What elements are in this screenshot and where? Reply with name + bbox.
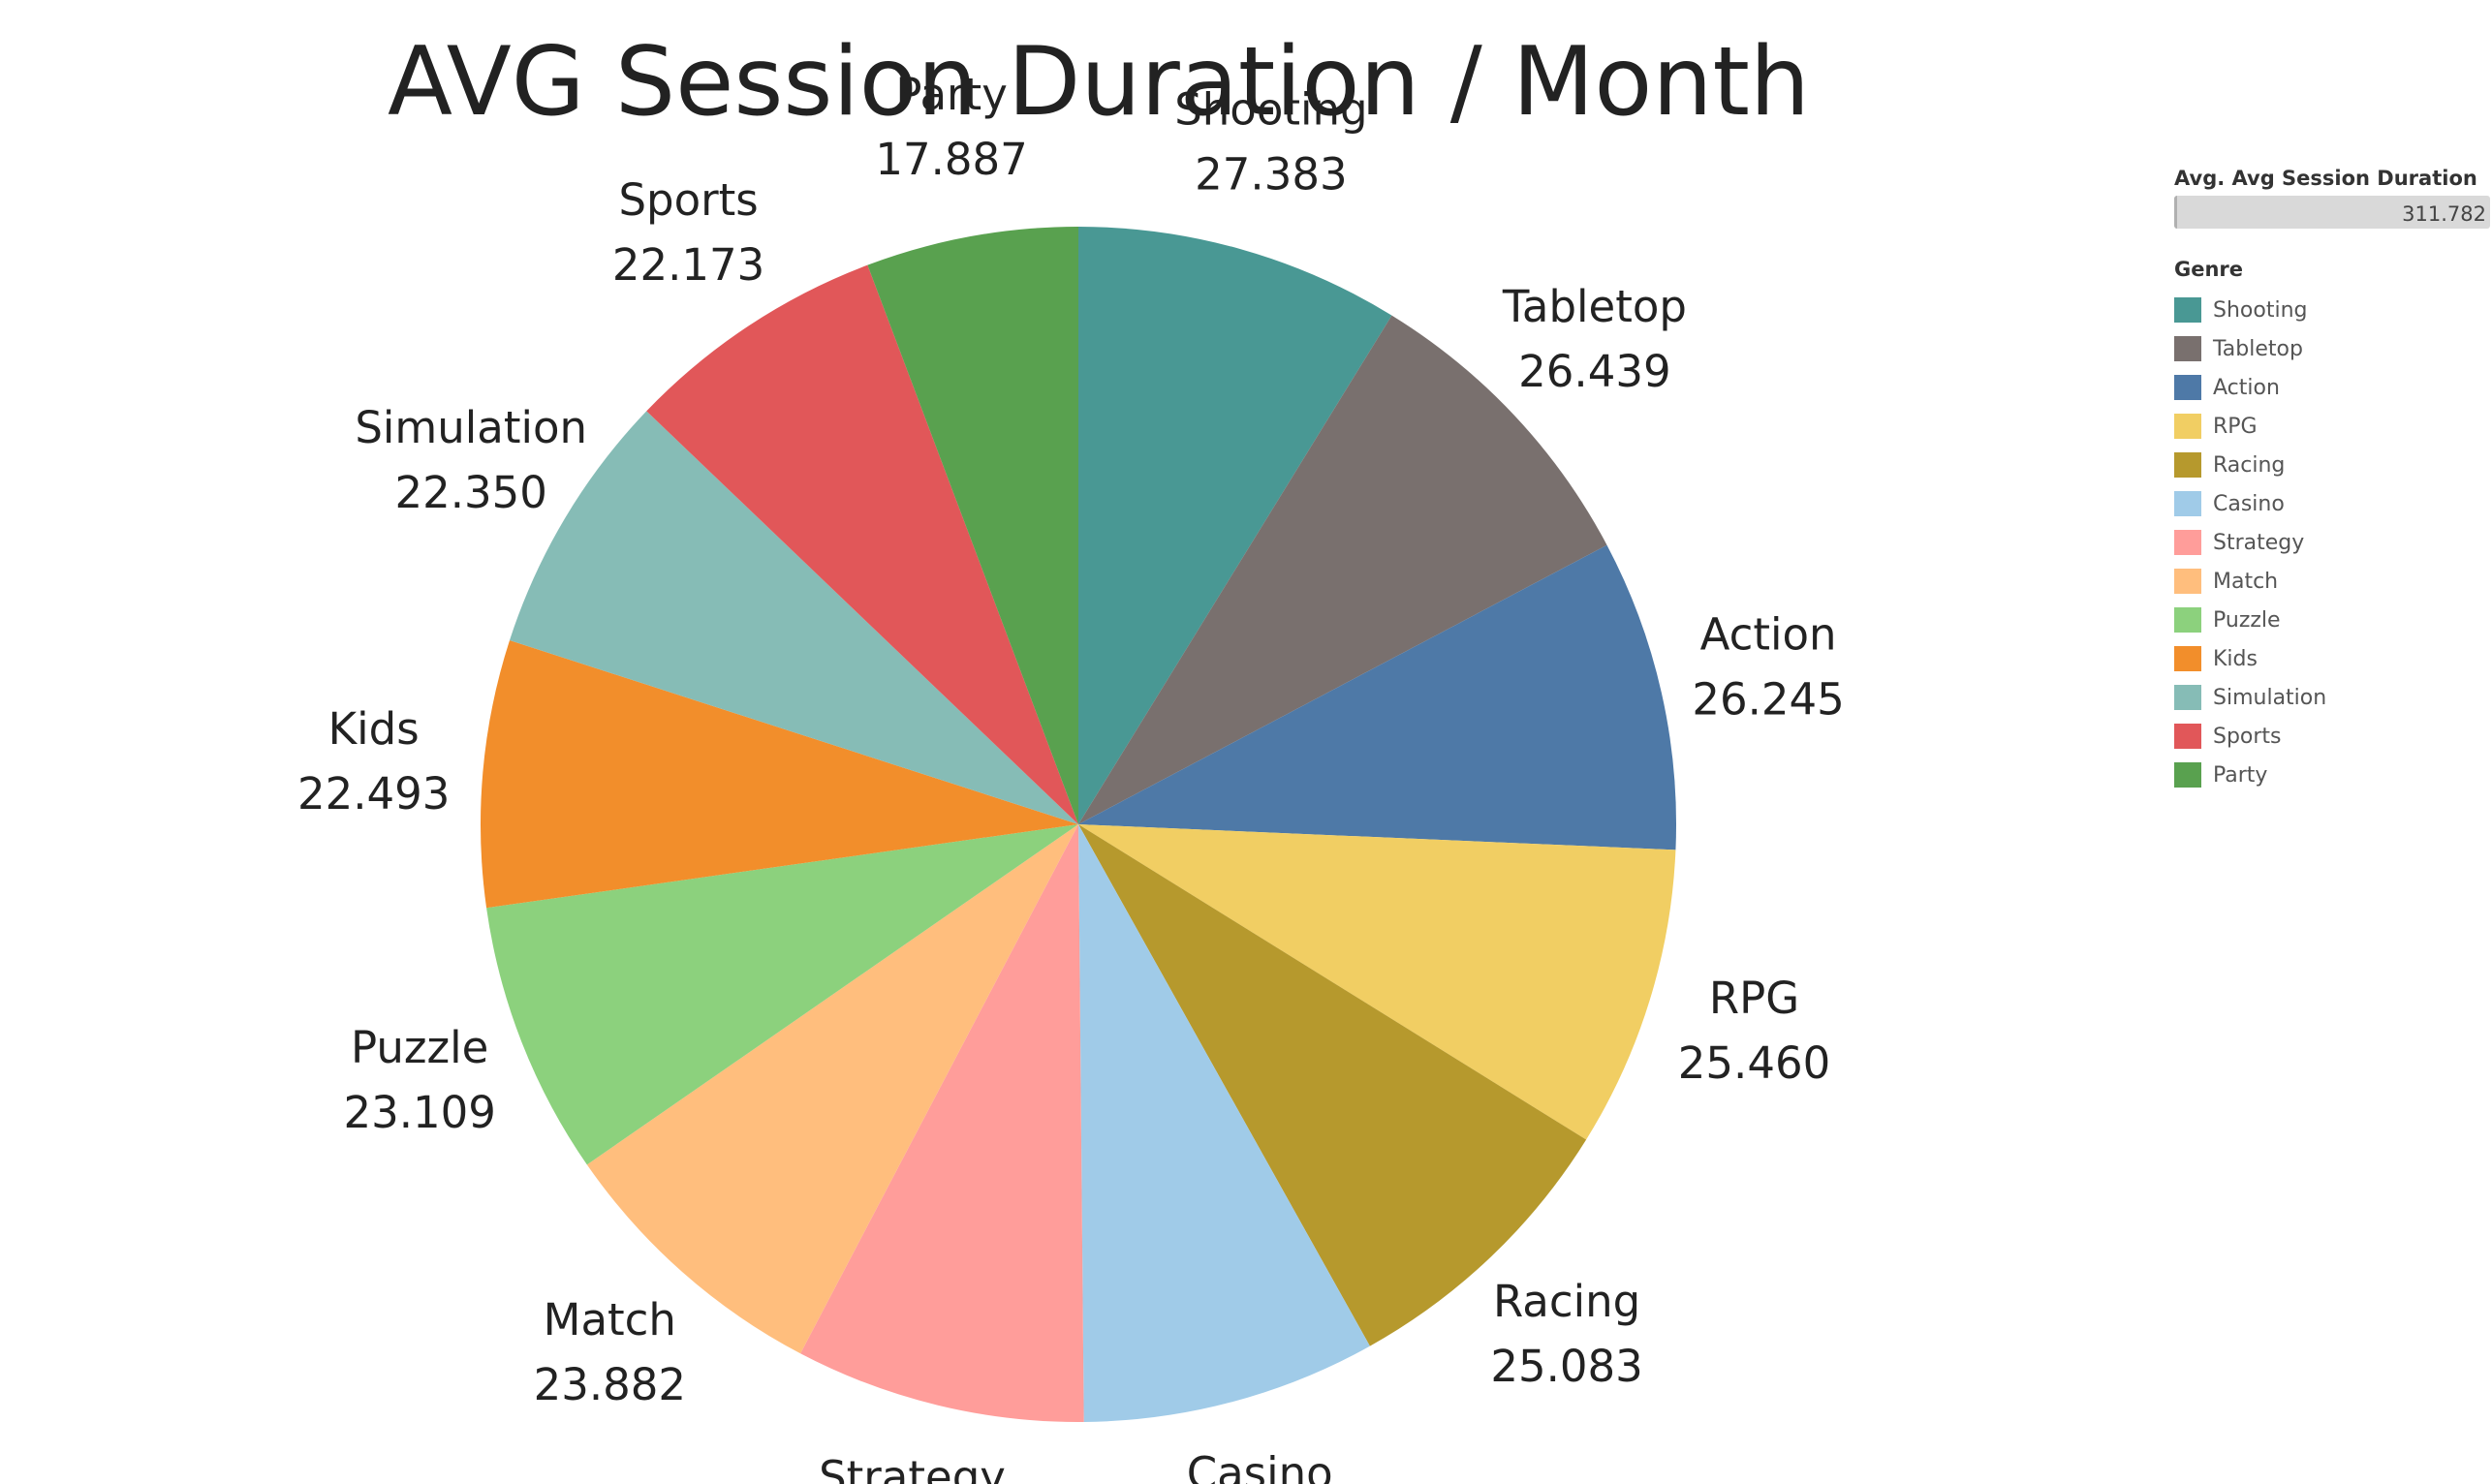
legend-item-strategy[interactable]: Strategy [2174, 523, 2492, 562]
slice-category-label: Kids [328, 703, 420, 755]
slice-category-label: Match [544, 1294, 676, 1345]
pie-slices [480, 227, 1677, 1422]
legend-label: Action [2213, 375, 2280, 400]
legend-size-bar: 311.782 [2174, 196, 2490, 229]
legend-item-simulation[interactable]: Simulation [2174, 678, 2492, 717]
legend-label: Party [2213, 762, 2268, 788]
legend-label: Simulation [2213, 685, 2327, 710]
legend-label: Shooting [2213, 297, 2308, 323]
legend-item-party[interactable]: Party [2174, 756, 2492, 794]
slice-category-label: Party [895, 69, 1007, 120]
legend-swatch [2174, 762, 2201, 788]
legend-swatch [2174, 297, 2201, 323]
legend-swatch [2174, 569, 2201, 594]
pie-slice-match[interactable] [586, 824, 1078, 1354]
slice-category-label: Puzzle [351, 1022, 488, 1073]
pie-slice-kids[interactable] [480, 639, 1078, 909]
slice-value-label: 17.887 [875, 134, 1027, 185]
legend-item-sports[interactable]: Sports [2174, 717, 2492, 756]
slice-value-label: 23.882 [534, 1359, 686, 1410]
slice-value-label: 25.083 [1490, 1341, 1642, 1392]
slice-value-label: 27.383 [1195, 149, 1347, 201]
pie-slice-rpg[interactable] [1078, 824, 1676, 1140]
legend-label: Puzzle [2213, 607, 2281, 633]
legend-item-tabletop[interactable]: Tabletop [2174, 329, 2492, 368]
slice-value-label: 26.245 [1692, 674, 1844, 726]
legend-swatch [2174, 491, 2201, 516]
legend-item-puzzle[interactable]: Puzzle [2174, 601, 2492, 639]
legend-label: Match [2213, 569, 2279, 594]
legend-swatch [2174, 724, 2201, 749]
legend-label: Tabletop [2213, 336, 2303, 361]
legend-swatch [2174, 336, 2201, 361]
legend-item-racing[interactable]: Racing [2174, 446, 2492, 484]
legend-swatch [2174, 685, 2201, 710]
legend-size-title: Avg. Avg Session Duration [2174, 167, 2477, 190]
slice-category-label: Action [1700, 609, 1837, 661]
slice-category-label: Tabletop [1502, 281, 1687, 332]
legend-item-action[interactable]: Action [2174, 368, 2492, 407]
slice-value-label: 25.460 [1678, 1037, 1830, 1089]
legend-label: RPG [2213, 414, 2258, 439]
slice-category-label: Shooting [1174, 84, 1367, 136]
slice-labels: Shooting 27.383 Tabletop 26.439 Action 26.245… [297, 69, 1845, 1484]
slice-value-label: 23.109 [343, 1087, 495, 1138]
pie-slice-strategy[interactable] [800, 824, 1084, 1422]
legend-items: Shooting Tabletop Action RPG Racing Casino Str… [2174, 291, 2492, 794]
legend-label: Sports [2213, 724, 2282, 749]
pie-slice-party[interactable] [867, 227, 1078, 824]
legend-item-shooting[interactable]: Shooting [2174, 291, 2492, 329]
slice-category-label: RPG [1709, 973, 1799, 1024]
pie-slice-action[interactable] [1078, 544, 1677, 850]
legend-item-kids[interactable]: Kids [2174, 639, 2492, 678]
legend-label: Casino [2213, 491, 2285, 516]
slice-value-label: 22.493 [297, 768, 450, 819]
slice-category-label: Sports [618, 174, 758, 226]
legend-swatch [2174, 414, 2201, 439]
slice-category-label: Simulation [355, 402, 587, 453]
slice-category-label: Racing [1493, 1276, 1640, 1327]
legend-swatch [2174, 530, 2201, 555]
pie-slice-simulation[interactable] [509, 411, 1078, 824]
legend-item-rpg[interactable]: RPG [2174, 407, 2492, 446]
slice-category-label: Casino [1187, 1448, 1333, 1484]
pie-slice-sports[interactable] [646, 264, 1078, 824]
pie-slice-shooting[interactable] [1078, 227, 1392, 824]
slice-value-label: 22.350 [394, 467, 546, 518]
pie-slice-racing[interactable] [1078, 824, 1587, 1346]
chart-title: AVG Session Duration / Month [388, 27, 1810, 138]
slice-category-label: Strategy [819, 1452, 1006, 1484]
legend-swatch [2174, 646, 2201, 671]
legend-swatch [2174, 607, 2201, 633]
pie-slice-tabletop[interactable] [1078, 315, 1607, 825]
legend-swatch [2174, 375, 2201, 400]
legend-color-title: Genre [2174, 258, 2244, 281]
legend-label: Strategy [2213, 530, 2305, 555]
legend-swatch [2174, 452, 2201, 478]
legend-label: Racing [2213, 452, 2286, 478]
slice-value-label: 26.439 [1518, 346, 1670, 397]
pie-slice-casino[interactable] [1078, 824, 1370, 1422]
legend-label: Kids [2213, 646, 2258, 671]
legend-item-casino[interactable]: Casino [2174, 484, 2492, 523]
legend: Avg. Avg Session Duration 311.782 Genre … [2174, 167, 2492, 794]
pie-slice-puzzle[interactable] [486, 824, 1078, 1165]
legend-item-match[interactable]: Match [2174, 562, 2492, 601]
slice-value-label: 22.173 [612, 239, 764, 291]
legend-size-value: 311.782 [2402, 202, 2486, 226]
